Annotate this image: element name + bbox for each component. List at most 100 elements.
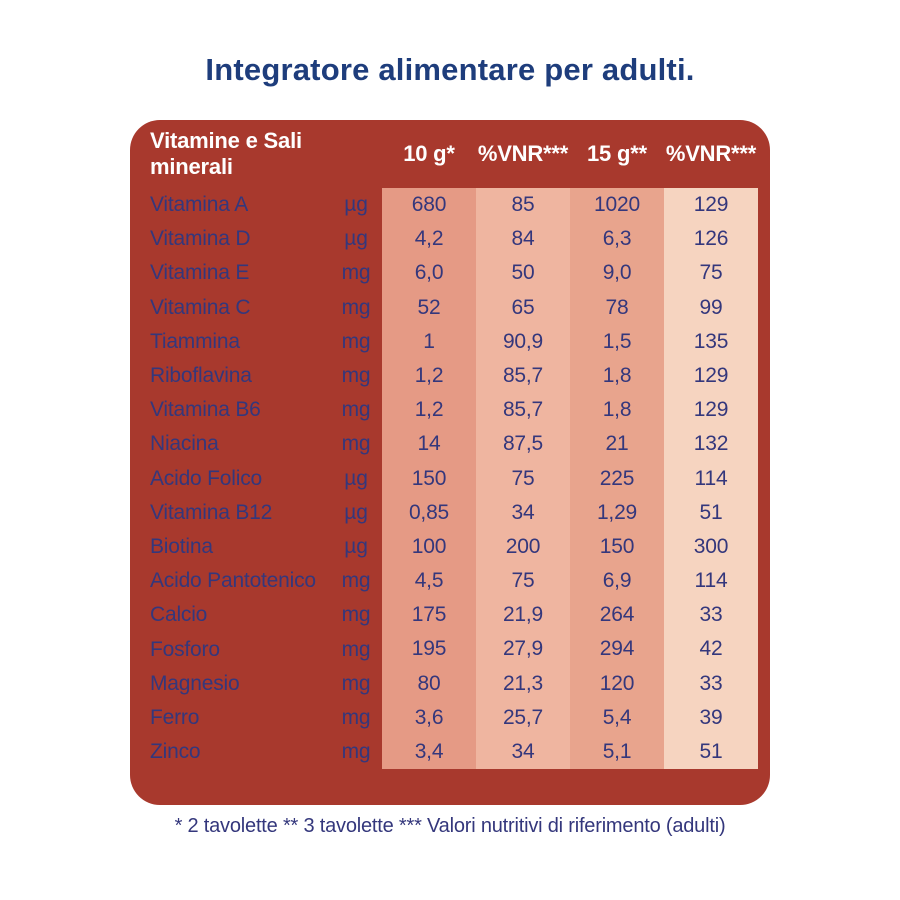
- nutrient-unit: µg: [344, 466, 368, 490]
- value-10g: 3,6: [382, 700, 476, 736]
- nutrient-unit: mg: [341, 740, 371, 764]
- value-10g: 195: [382, 632, 476, 667]
- nutrient-unit: mg: [341, 705, 371, 729]
- nutrient-name: Magnesio: [150, 671, 240, 695]
- nutrient-name: Acido Pantotenico: [150, 569, 316, 593]
- value-vnr-10g: 50: [476, 256, 570, 291]
- page-title: Integratore alimentare per adulti.: [205, 52, 695, 87]
- nutrient-name: Ferro: [150, 705, 200, 729]
- nutrient-name: Biotina: [150, 534, 213, 558]
- nutrient-unit: mg: [341, 637, 371, 661]
- value-15g: 5,1: [570, 735, 664, 770]
- nutrient-unit: mg: [341, 398, 371, 422]
- value-vnr-15g: 129: [664, 358, 758, 394]
- value-10g: 100: [382, 529, 476, 565]
- table-row: Magnesio mg 80 21,3 120 33: [150, 666, 770, 701]
- value-vnr-15g: 114: [664, 564, 758, 599]
- value-10g: 4,2: [382, 222, 476, 257]
- value-vnr-15g: 132: [664, 427, 758, 462]
- value-15g: 5,4: [570, 700, 664, 736]
- value-vnr-15g: 114: [664, 461, 758, 496]
- value-vnr-10g: 85: [476, 188, 570, 223]
- value-vnr-10g: 25,7: [476, 700, 570, 736]
- table-row: Vitamina C mg 52 65 78 99: [150, 290, 770, 325]
- value-10g: 1,2: [382, 393, 476, 428]
- table-row: Niacina mg 14 87,5 21 132: [150, 427, 770, 462]
- nutrient-name: Vitamina B6: [150, 398, 261, 422]
- column-header-nutrients: Vitamine e Sali minerali: [150, 128, 302, 179]
- value-vnr-15g: 42: [664, 632, 758, 667]
- value-vnr-10g: 200: [476, 529, 570, 565]
- nutrient-name: Vitamina D: [150, 227, 251, 251]
- value-10g: 1,2: [382, 358, 476, 394]
- nutrient-unit: mg: [341, 671, 371, 695]
- value-vnr-15g: 129: [664, 393, 758, 428]
- value-15g: 21: [570, 427, 664, 462]
- value-15g: 1020: [570, 188, 664, 223]
- footnote: * 2 tavolette ** 3 tavolette *** Valori …: [174, 815, 726, 837]
- table-row: Acido Pantotenico mg 4,5 75 6,9 114: [150, 564, 770, 599]
- nutrient-name: Acido Folico: [150, 466, 262, 490]
- value-15g: 150: [570, 529, 664, 565]
- nutrient-unit: µg: [344, 193, 368, 217]
- table-row: Vitamina B6 mg 1,2 85,7 1,8 129: [150, 393, 770, 428]
- value-vnr-15g: 33: [664, 598, 758, 633]
- value-15g: 264: [570, 598, 664, 633]
- table-row: Vitamina E mg 6,0 50 9,0 75: [150, 256, 770, 291]
- value-15g: 6,3: [570, 222, 664, 257]
- table-row: Tiammina mg 1 90,9 1,5 135: [150, 324, 770, 359]
- nutrient-name: Zinco: [150, 740, 201, 764]
- nutrient-unit: mg: [341, 432, 371, 456]
- value-vnr-10g: 90,9: [476, 324, 570, 359]
- table-row: Riboflavina mg 1,2 85,7 1,8 129: [150, 358, 770, 394]
- value-vnr-10g: 21,9: [476, 598, 570, 633]
- nutrient-name: Riboflavina: [150, 364, 252, 388]
- table-row: Ferro mg 3,6 25,7 5,4 39: [150, 700, 770, 736]
- value-15g: 294: [570, 632, 664, 667]
- nutrient-name: Vitamina E: [150, 261, 250, 285]
- value-vnr-15g: 126: [664, 222, 758, 257]
- value-10g: 1: [382, 324, 476, 359]
- value-vnr-10g: 75: [476, 564, 570, 599]
- value-vnr-15g: 99: [664, 290, 758, 325]
- value-10g: 52: [382, 290, 476, 325]
- table-row: Zinco mg 3,4 34 5,1 51: [150, 735, 770, 770]
- value-15g: 1,5: [570, 324, 664, 359]
- table-row: Calcio mg 175 21,9 264 33: [150, 598, 770, 633]
- value-vnr-10g: 85,7: [476, 393, 570, 428]
- column-header-15g: 15 g**: [587, 141, 647, 166]
- value-vnr-10g: 27,9: [476, 632, 570, 667]
- nutrition-table-card: Vitamine e Sali minerali 10 g* %VNR*** 1…: [130, 120, 770, 805]
- value-15g: 1,29: [570, 495, 664, 530]
- value-10g: 6,0: [382, 256, 476, 291]
- value-vnr-15g: 51: [664, 495, 758, 530]
- column-header-vnr-15g: %VNR***: [665, 141, 757, 166]
- value-15g: 9,0: [570, 256, 664, 291]
- nutrient-name: Vitamina A: [150, 193, 249, 217]
- nutrient-unit: mg: [341, 364, 371, 388]
- value-vnr-15g: 33: [664, 666, 758, 701]
- value-vnr-10g: 85,7: [476, 358, 570, 394]
- value-15g: 1,8: [570, 393, 664, 428]
- value-vnr-15g: 129: [664, 188, 758, 223]
- table-row: Biotina µg 100 200 150 300: [150, 529, 770, 565]
- value-10g: 80: [382, 666, 476, 701]
- nutrient-name: Vitamina B12: [150, 500, 273, 524]
- table-row: Vitamina D µg 4,2 84 6,3 126: [150, 222, 770, 257]
- value-10g: 150: [382, 461, 476, 496]
- nutrient-name: Tiammina: [150, 329, 240, 353]
- nutrient-unit: mg: [341, 569, 371, 593]
- value-vnr-15g: 39: [664, 700, 758, 736]
- value-vnr-15g: 75: [664, 256, 758, 291]
- table-header-row: Vitamine e Sali minerali 10 g* %VNR*** 1…: [150, 120, 770, 188]
- value-vnr-10g: 65: [476, 290, 570, 325]
- nutrient-unit: mg: [341, 295, 371, 319]
- nutrient-unit: µg: [344, 534, 368, 558]
- table-row: Vitamina B12 µg 0,85 34 1,29 51: [150, 495, 770, 530]
- table-row: Acido Folico µg 150 75 225 114: [150, 461, 770, 496]
- value-vnr-15g: 135: [664, 324, 758, 359]
- column-header-vnr-10g: %VNR***: [477, 141, 569, 166]
- value-vnr-15g: 300: [664, 529, 758, 565]
- value-vnr-10g: 84: [476, 222, 570, 257]
